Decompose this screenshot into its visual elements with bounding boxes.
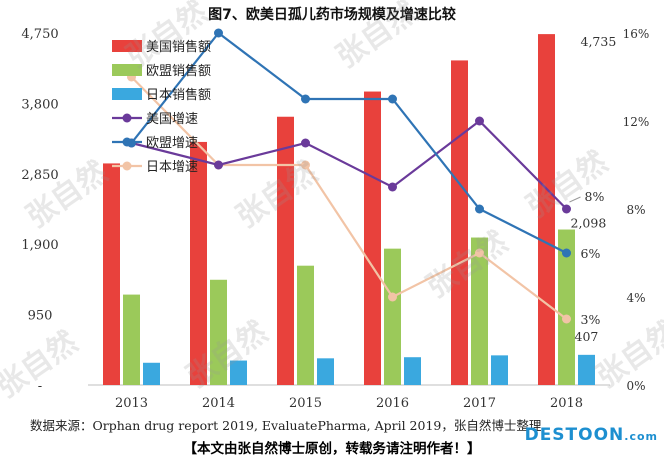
x-axis-tick-label: 2014 (202, 396, 235, 411)
legend-label: 日本增速 (146, 160, 198, 175)
logo-main: DESTOON (524, 425, 625, 445)
data-label-jp-growth: 3% (581, 312, 601, 327)
legend-label: 美国销售额 (146, 39, 211, 55)
bar-jp-sales (143, 362, 160, 385)
line-eu-growth (130, 31, 567, 254)
point-jp-growth (475, 248, 484, 258)
left-axis-tick-label: 3,800 (21, 97, 58, 112)
bar-jp-sales (404, 357, 421, 385)
logo-suffix: .com (624, 430, 658, 443)
bar-eu-sales (471, 237, 488, 385)
bar-jp-sales (317, 358, 334, 385)
data-label-leader (569, 196, 581, 203)
right-axis-tick-label: 4% (626, 291, 645, 305)
bar-eu-sales (384, 248, 401, 385)
chart-title: 图7、欧美日孤儿药市场规模及增速比较 (208, 7, 456, 23)
legend-swatch (112, 88, 142, 100)
bar-eu-sales (558, 229, 575, 385)
data-label-jp-sales: 407 (575, 329, 599, 344)
data-source: 数据来源：Orphan drug report 2019, EvaluatePh… (30, 418, 542, 433)
bar-us-sales (190, 141, 207, 385)
point-us-growth (562, 204, 571, 214)
bar-us-sales (364, 91, 381, 386)
right-axis-tick-label: 0% (626, 379, 645, 393)
legend-label: 欧盟增速 (146, 136, 198, 151)
point-us-growth (214, 160, 223, 170)
legend-label: 日本销售额 (146, 87, 211, 103)
point-jp-growth (388, 292, 397, 302)
x-axis-tick-label: 2013 (115, 396, 148, 411)
point-us-growth (301, 138, 310, 148)
bar-jp-sales (578, 354, 595, 385)
x-axis-tick-label: 2018 (550, 396, 583, 411)
x-axis-tick-label: 2017 (463, 396, 496, 411)
bar-eu-sales (210, 279, 227, 385)
bar-jp-sales (230, 360, 247, 385)
bar-us-sales (451, 60, 468, 386)
left-axis-tick-label: 1,900 (21, 238, 58, 253)
legend-label: 美国增速 (146, 112, 198, 127)
line-jp-growth (130, 76, 568, 320)
bar-eu-sales (123, 294, 140, 385)
left-axis-tick-label: 950 (28, 309, 53, 324)
left-axis-tick-label: - (38, 379, 42, 394)
bar-us-sales (277, 116, 294, 385)
legend-marker (122, 113, 132, 123)
point-jp-growth (562, 314, 571, 324)
x-axis-tick-label: 2015 (289, 396, 322, 411)
bar-eu-sales (297, 265, 314, 385)
data-label-eu-sales: 2,098 (571, 216, 607, 231)
site-logo[interactable]: DESTOON.com (525, 425, 658, 445)
right-axis-tick-label: 8% (626, 203, 645, 217)
data-label-us-growth: 8% (585, 189, 605, 204)
left-axis-tick-label: 4,750 (21, 27, 58, 42)
right-axis-tick-label: 16% (623, 27, 650, 41)
right-axis-tick-label: 12% (623, 115, 650, 129)
legend-swatch (112, 40, 142, 52)
chart: - 950 1,900 2,850 3,800 4,750 0% 4% 8% 12% 16% 2013… (21, 27, 650, 411)
legend-swatch (112, 64, 142, 76)
point-eu-growth (562, 248, 571, 258)
point-eu-growth (388, 94, 397, 104)
point-eu-growth (301, 94, 310, 104)
bar-us-sales (538, 34, 555, 386)
bar-jp-sales (491, 355, 508, 385)
point-us-growth (475, 116, 484, 126)
legend-marker (122, 137, 132, 147)
point-eu-growth (475, 204, 484, 214)
point-us-growth (388, 182, 397, 192)
point-jp-growth (301, 160, 310, 170)
legend-marker (122, 161, 132, 171)
bar-us-sales (103, 163, 120, 385)
data-label-us-sales: 4,735 (581, 34, 617, 49)
point-eu-growth (214, 28, 223, 38)
line-us-growth (131, 119, 568, 210)
copyright-notice: 【本文由张自然博士原创，转载务请注明作者！】 (183, 441, 481, 457)
legend-label: 欧盟销售额 (146, 63, 211, 79)
data-label-eu-growth: 6% (581, 246, 601, 261)
x-axis-tick-label: 2016 (376, 396, 409, 411)
left-axis-tick-label: 2,850 (21, 168, 58, 183)
